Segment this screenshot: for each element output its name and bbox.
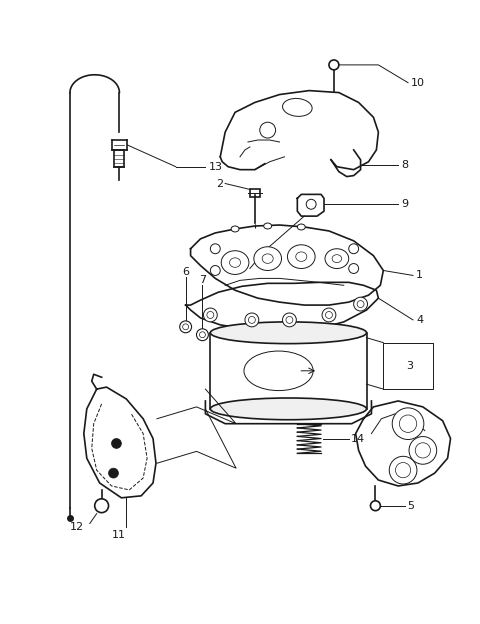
Circle shape: [210, 266, 220, 275]
Text: 4: 4: [416, 315, 423, 325]
Circle shape: [349, 244, 359, 254]
Text: 11: 11: [111, 530, 125, 540]
Ellipse shape: [210, 322, 367, 344]
Text: 5: 5: [407, 500, 414, 510]
Ellipse shape: [264, 223, 272, 229]
Circle shape: [392, 408, 424, 439]
Ellipse shape: [231, 226, 239, 232]
Circle shape: [95, 499, 108, 513]
Circle shape: [409, 437, 437, 464]
Text: 6: 6: [182, 268, 189, 278]
Text: 2: 2: [216, 178, 223, 188]
Circle shape: [245, 313, 259, 327]
Circle shape: [196, 329, 208, 341]
Circle shape: [204, 308, 217, 322]
Circle shape: [389, 456, 417, 484]
Circle shape: [329, 60, 339, 70]
Circle shape: [371, 501, 380, 510]
Ellipse shape: [254, 246, 281, 270]
Circle shape: [354, 297, 368, 311]
Text: 10: 10: [411, 77, 425, 88]
Ellipse shape: [221, 251, 249, 275]
Text: 12: 12: [70, 522, 84, 532]
Ellipse shape: [210, 398, 367, 420]
Ellipse shape: [288, 245, 315, 268]
Circle shape: [322, 308, 336, 322]
Text: 13: 13: [208, 162, 222, 172]
Text: 1: 1: [416, 270, 423, 280]
Text: 14: 14: [351, 434, 365, 444]
Text: 8: 8: [401, 160, 408, 170]
Circle shape: [111, 439, 121, 449]
Circle shape: [349, 263, 359, 273]
Circle shape: [283, 313, 296, 327]
Text: 9: 9: [401, 199, 408, 209]
Text: 3: 3: [407, 361, 413, 371]
Circle shape: [108, 468, 119, 478]
Polygon shape: [250, 190, 260, 197]
Circle shape: [210, 244, 220, 254]
Circle shape: [180, 321, 192, 333]
Ellipse shape: [297, 224, 305, 230]
Ellipse shape: [325, 249, 349, 268]
Text: 7: 7: [199, 275, 206, 285]
